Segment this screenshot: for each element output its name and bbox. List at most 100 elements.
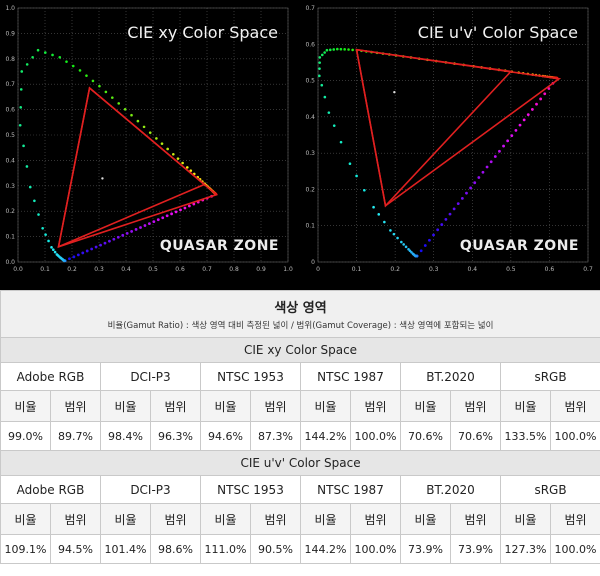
locus-point: [172, 152, 175, 156]
table-title: 색상 영역: [274, 301, 327, 316]
x-tick-label: 1.0: [283, 266, 293, 273]
locus-point: [377, 213, 381, 216]
locus-point: [142, 125, 146, 129]
locus-point: [55, 253, 59, 256]
standard-header: BT.2020: [400, 475, 501, 504]
purple-line-point: [130, 230, 134, 233]
purple-line-point: [174, 210, 178, 214]
x-tick-label: 0.4: [468, 266, 478, 273]
locus-point: [189, 169, 193, 172]
locus-point: [18, 123, 22, 127]
locus-point: [383, 220, 386, 224]
purple-line-point: [506, 139, 510, 143]
y-tick-label: 0.5: [5, 132, 15, 139]
purple-line-point: [68, 257, 71, 261]
value-cell: 101.4%: [100, 534, 151, 564]
standard-header: NTSC 1953: [200, 362, 301, 391]
y-tick-label: 0.6: [305, 41, 315, 48]
locus-point: [117, 102, 121, 105]
purple-line-point: [147, 222, 151, 225]
locus-point: [181, 161, 184, 165]
purple-line-point: [187, 204, 191, 208]
x-tick-label: 0.3: [94, 266, 104, 273]
ratio-label: 비율: [400, 503, 451, 535]
y-tick-label: 0.7: [305, 5, 315, 12]
locus-point: [320, 83, 324, 87]
gamut-table-container: 색상 영역 비율(Gamut Ratio) : 색상 영역 대비 측정된 넓이 …: [0, 290, 600, 576]
y-tick-label: 0.3: [5, 183, 15, 190]
x-tick-label: 0.4: [121, 266, 131, 273]
purple-line-point: [139, 226, 142, 229]
locus-point: [185, 166, 189, 169]
purple-line-point: [465, 191, 468, 195]
cie-uv-chart: 0 0.1 0.2 0.3 0.4 0.5 0.6 0.7 0 0.1 0.2 0.3 0.4 0.5 0.…: [300, 0, 600, 290]
standard-header: BT.2020: [400, 362, 501, 391]
purple-line-point: [493, 155, 497, 158]
locus-point: [332, 48, 336, 51]
purple-line-point: [121, 233, 125, 237]
x-tick-label: 0.6: [545, 266, 555, 273]
table-subtitle: 비율(Gamut Ratio) : 색상 영역 대비 측정된 넓이 / 범위(G…: [107, 321, 494, 331]
coverage-label: 범위: [50, 390, 101, 422]
y-tick-label: 0.2: [5, 208, 15, 215]
locus-point: [328, 48, 332, 52]
locus-point: [19, 88, 23, 91]
locus-point: [28, 185, 32, 189]
coverage-label: 범위: [549, 390, 600, 422]
purple-line-point: [85, 249, 89, 253]
standard-header: sRGB: [499, 362, 600, 391]
locus-point: [19, 106, 23, 109]
x-tick-label: 0.5: [148, 266, 158, 273]
x-tick-label: 0.9: [256, 266, 266, 273]
value-cell: 100.0%: [350, 534, 401, 564]
locus-point: [348, 162, 352, 166]
section-cie-xy: CIE xy Color Space Adobe RGB DCI-P3 NTSC…: [0, 337, 600, 451]
locus-point: [318, 67, 321, 70]
x-tick-label: 0.1: [40, 266, 50, 273]
value-cell: 100.0%: [549, 534, 600, 564]
purple-line-point: [489, 160, 493, 164]
coverage-label: 범위: [150, 503, 201, 535]
value-cell: 133.5%: [500, 421, 551, 451]
value-cell: 111.0%: [200, 534, 251, 564]
locus-point: [22, 144, 25, 148]
locus-point: [25, 63, 29, 66]
gamut-triangle: [57, 86, 219, 248]
locus-point: [402, 243, 405, 246]
x-tick-label: 0.2: [67, 266, 77, 273]
purple-line-point: [514, 128, 518, 132]
coverage-label: 범위: [150, 390, 201, 422]
purple-line-point: [94, 245, 98, 249]
x-tick-label: 0.8: [229, 266, 239, 273]
x-tick-label: 0.1: [352, 266, 362, 273]
locus-point: [318, 61, 321, 64]
locus-point: [343, 48, 346, 51]
ratio-label: 비율: [300, 503, 351, 535]
purple-line-point: [473, 181, 477, 185]
locus-point: [50, 246, 53, 249]
purple-line-point: [510, 134, 514, 137]
y-tick-label: 0.2: [305, 186, 315, 193]
locus-point: [65, 60, 68, 63]
purple-line-point: [192, 202, 196, 206]
ratio-label: 비율: [0, 390, 51, 422]
coverage-label: 범위: [250, 390, 301, 422]
value-cell: 144.2%: [300, 421, 351, 451]
ratio-label: 비율: [200, 390, 251, 422]
quasar-zone-watermark: QUASAR ZONE: [160, 238, 279, 254]
locus-point: [20, 70, 24, 73]
locus-point: [44, 233, 47, 236]
locus-point: [332, 124, 336, 127]
white-point: [393, 90, 396, 94]
purple-line-point: [477, 176, 481, 179]
locus-point: [148, 131, 152, 134]
purple-line-point: [419, 249, 423, 253]
purple-line-point: [522, 118, 526, 122]
ratio-label: 비율: [200, 503, 251, 535]
locus-point: [37, 213, 40, 216]
locus-point: [58, 56, 62, 59]
y-tick-label: 0.3: [305, 150, 315, 157]
cie-uv-chart-svg: 0 0.1 0.2 0.3 0.4 0.5 0.6 0.7 0 0.1 0.2 0.3 0.4 0.5 0.…: [305, 5, 592, 273]
locus-point: [318, 56, 322, 59]
purple-line-point: [108, 239, 111, 243]
